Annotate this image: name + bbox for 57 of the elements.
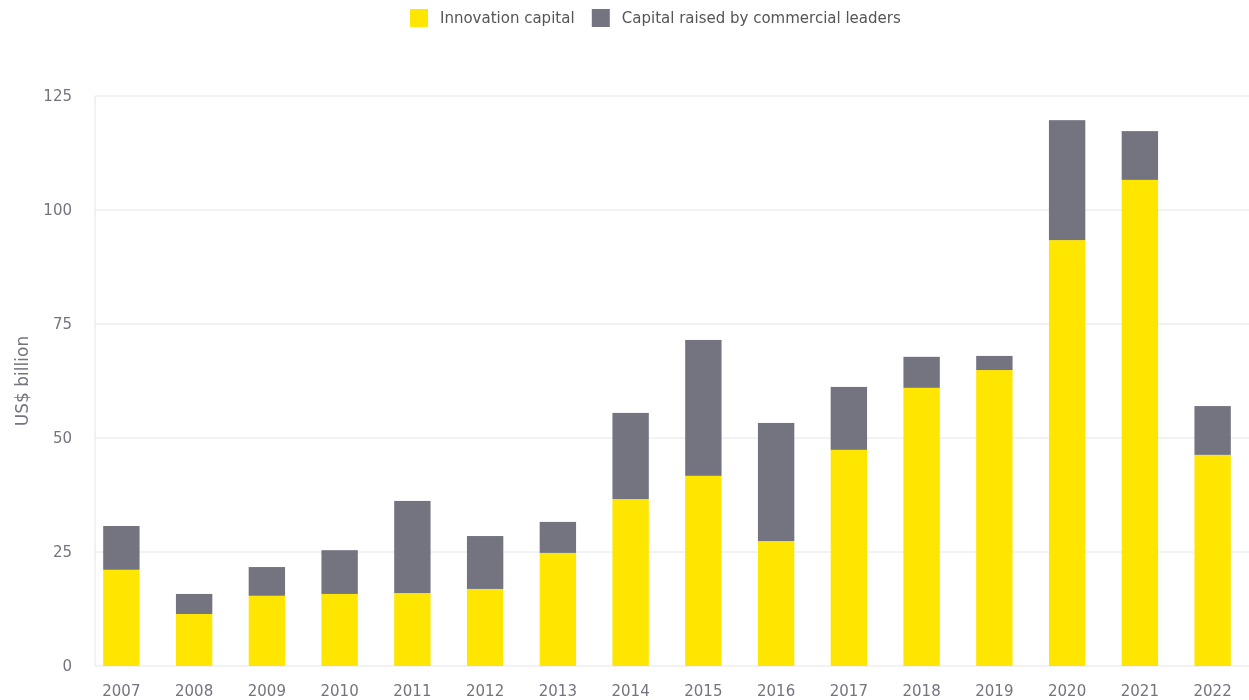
- bar: [757, 541, 795, 666]
- bar: [1048, 120, 1086, 241]
- bar: [1048, 240, 1086, 666]
- y-tick-label: 0: [62, 657, 72, 676]
- legend-label: Capital raised by commercial leaders: [621, 9, 901, 27]
- bar: [103, 526, 140, 570]
- x-tick-label: 2010: [320, 682, 359, 700]
- x-tick-label: 2018: [902, 682, 941, 700]
- x-tick-label: 2017: [829, 682, 868, 700]
- x-tick-label: 2013: [538, 682, 577, 700]
- bar: [539, 521, 577, 553]
- bar: [685, 475, 722, 666]
- x-tick-label: 2014: [611, 682, 650, 700]
- bar: [612, 412, 649, 500]
- bar: [103, 569, 140, 666]
- bar: [757, 422, 795, 542]
- bar: [830, 386, 868, 450]
- x-tick-label: 2020: [1048, 682, 1087, 700]
- legend-label: Innovation capital: [440, 9, 575, 27]
- bar: [903, 387, 940, 666]
- bar: [248, 595, 286, 666]
- bar: [175, 593, 213, 615]
- bar: [394, 500, 431, 594]
- bar: [1194, 454, 1231, 666]
- x-tick-label: 2021: [1120, 682, 1159, 700]
- bar: [394, 593, 431, 666]
- x-tick-label: 2008: [175, 682, 214, 700]
- y-tick-label: 75: [52, 315, 72, 334]
- y-tick-label: 50: [52, 429, 72, 448]
- bar: [321, 550, 358, 594]
- bar: [1121, 131, 1159, 180]
- bar: [612, 499, 649, 666]
- x-tick-label: 2012: [466, 682, 505, 700]
- bar: [1194, 406, 1231, 455]
- bar: [976, 355, 1013, 371]
- bar: [685, 339, 722, 476]
- bar: [175, 614, 213, 666]
- x-tick-label: 2022: [1193, 682, 1232, 700]
- bar: [1121, 179, 1159, 666]
- bar: [976, 370, 1013, 666]
- x-tick-label: 2015: [684, 682, 723, 700]
- bar: [903, 356, 940, 388]
- bar: [830, 449, 868, 666]
- x-tick-label: 2011: [393, 682, 432, 700]
- bar: [539, 552, 577, 666]
- bar: [466, 588, 504, 666]
- y-axis-title: US$ billion: [12, 335, 32, 427]
- bar: [248, 567, 286, 596]
- y-tick-label: 125: [43, 87, 72, 106]
- y-tick-label: 25: [52, 543, 72, 562]
- bar: [321, 593, 358, 666]
- bar: [466, 536, 504, 589]
- x-tick-label: 2016: [757, 682, 796, 700]
- y-tick-label: 100: [43, 201, 72, 220]
- x-tick-label: 2007: [102, 682, 141, 700]
- x-tick-label: 2019: [975, 682, 1014, 700]
- x-tick-label: 2009: [247, 682, 286, 700]
